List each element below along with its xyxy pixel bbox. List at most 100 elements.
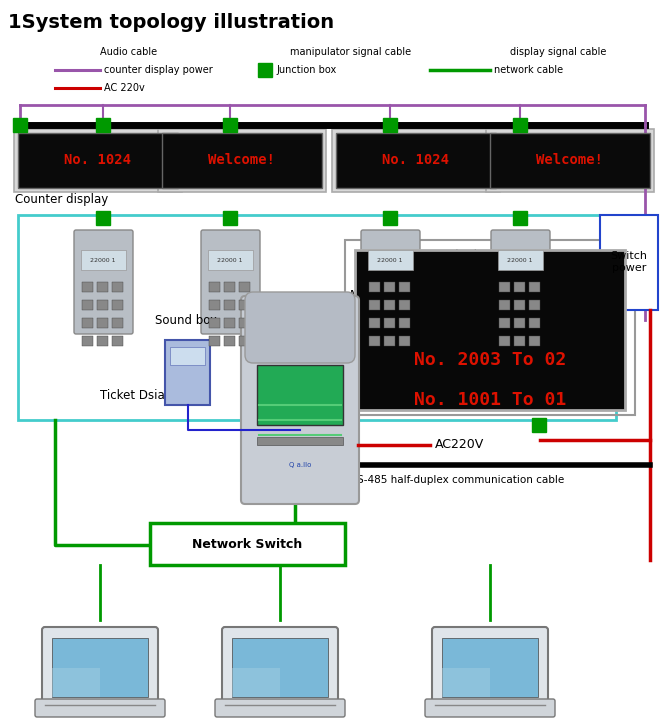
Text: AC 220v: AC 220v bbox=[104, 83, 145, 93]
Bar bbox=[209, 336, 220, 346]
Bar bbox=[399, 300, 410, 310]
Text: 1System topology illustration: 1System topology illustration bbox=[8, 12, 334, 32]
Bar bbox=[14, 129, 182, 192]
Text: Counter display: Counter display bbox=[15, 193, 109, 206]
Bar bbox=[82, 336, 93, 346]
Bar bbox=[499, 300, 510, 310]
Bar bbox=[499, 336, 510, 346]
Bar bbox=[158, 129, 326, 192]
Bar bbox=[81, 250, 126, 270]
Text: Welcome!: Welcome! bbox=[208, 154, 276, 167]
Text: counter display power: counter display power bbox=[104, 65, 212, 75]
Bar bbox=[336, 133, 496, 188]
Bar bbox=[82, 300, 93, 310]
Text: Junction box: Junction box bbox=[276, 65, 336, 75]
Text: Sound box: Sound box bbox=[155, 314, 217, 327]
FancyBboxPatch shape bbox=[42, 627, 158, 708]
FancyBboxPatch shape bbox=[215, 699, 345, 717]
Bar bbox=[224, 336, 235, 346]
Bar bbox=[499, 318, 510, 328]
Bar bbox=[345, 240, 635, 415]
Text: Switch
power: Switch power bbox=[611, 251, 647, 273]
Text: AC220V: AC220V bbox=[435, 438, 484, 451]
Bar bbox=[209, 282, 220, 292]
Bar bbox=[165, 340, 210, 405]
Bar bbox=[96, 211, 110, 225]
Bar bbox=[209, 318, 220, 328]
Bar bbox=[209, 300, 220, 310]
Bar bbox=[223, 118, 237, 132]
Bar bbox=[97, 336, 108, 346]
Bar bbox=[369, 282, 380, 292]
Bar bbox=[112, 300, 123, 310]
FancyBboxPatch shape bbox=[432, 627, 548, 708]
Bar bbox=[239, 336, 250, 346]
Text: manipulator signal cable: manipulator signal cable bbox=[290, 47, 411, 57]
Bar bbox=[399, 336, 410, 346]
Bar bbox=[442, 668, 490, 697]
Bar bbox=[112, 336, 123, 346]
Bar bbox=[513, 118, 527, 132]
Bar bbox=[97, 282, 108, 292]
Bar bbox=[224, 300, 235, 310]
Bar bbox=[52, 638, 148, 697]
Bar bbox=[258, 63, 272, 77]
Bar bbox=[513, 211, 527, 225]
Bar bbox=[355, 250, 625, 410]
Bar bbox=[257, 437, 343, 445]
Bar bbox=[383, 211, 397, 225]
Bar bbox=[514, 300, 525, 310]
Bar bbox=[18, 215, 616, 420]
Bar bbox=[490, 133, 650, 188]
FancyBboxPatch shape bbox=[35, 699, 165, 717]
Bar bbox=[257, 365, 343, 425]
Bar bbox=[232, 638, 328, 697]
Bar bbox=[112, 282, 123, 292]
FancyBboxPatch shape bbox=[241, 296, 359, 504]
Bar bbox=[529, 318, 540, 328]
Text: No. 2003 To 02: No. 2003 To 02 bbox=[414, 351, 566, 369]
Bar bbox=[332, 129, 500, 192]
Bar bbox=[498, 250, 543, 270]
Bar bbox=[224, 282, 235, 292]
Bar bbox=[499, 282, 510, 292]
Bar bbox=[369, 300, 380, 310]
Bar bbox=[514, 318, 525, 328]
FancyBboxPatch shape bbox=[222, 627, 338, 708]
Bar bbox=[52, 668, 100, 697]
Bar bbox=[369, 318, 380, 328]
Text: 22000 1: 22000 1 bbox=[91, 257, 116, 262]
FancyBboxPatch shape bbox=[74, 230, 133, 334]
Bar bbox=[239, 300, 250, 310]
Bar bbox=[514, 336, 525, 346]
Text: network cable: network cable bbox=[494, 65, 563, 75]
Bar bbox=[399, 318, 410, 328]
Bar bbox=[384, 300, 395, 310]
FancyBboxPatch shape bbox=[425, 699, 555, 717]
Bar bbox=[384, 282, 395, 292]
Bar bbox=[514, 282, 525, 292]
Bar bbox=[239, 318, 250, 328]
Bar bbox=[384, 336, 395, 346]
Bar bbox=[150, 523, 345, 565]
FancyBboxPatch shape bbox=[491, 230, 550, 334]
Bar bbox=[96, 118, 110, 132]
FancyBboxPatch shape bbox=[361, 230, 420, 334]
Bar bbox=[399, 282, 410, 292]
Text: No. 1024: No. 1024 bbox=[382, 154, 450, 167]
Text: Network Switch: Network Switch bbox=[192, 537, 302, 551]
Text: Main display: Main display bbox=[350, 288, 424, 301]
Bar bbox=[170, 347, 205, 365]
Text: 22000 1: 22000 1 bbox=[217, 257, 242, 262]
Bar bbox=[239, 282, 250, 292]
Bar bbox=[529, 300, 540, 310]
FancyBboxPatch shape bbox=[245, 292, 355, 363]
Bar bbox=[232, 668, 280, 697]
Bar bbox=[223, 211, 237, 225]
Bar bbox=[532, 418, 546, 432]
Bar bbox=[82, 282, 93, 292]
Text: 22000 1: 22000 1 bbox=[377, 257, 403, 262]
Bar bbox=[529, 282, 540, 292]
Text: No. 1024: No. 1024 bbox=[65, 154, 131, 167]
Bar bbox=[600, 215, 658, 310]
